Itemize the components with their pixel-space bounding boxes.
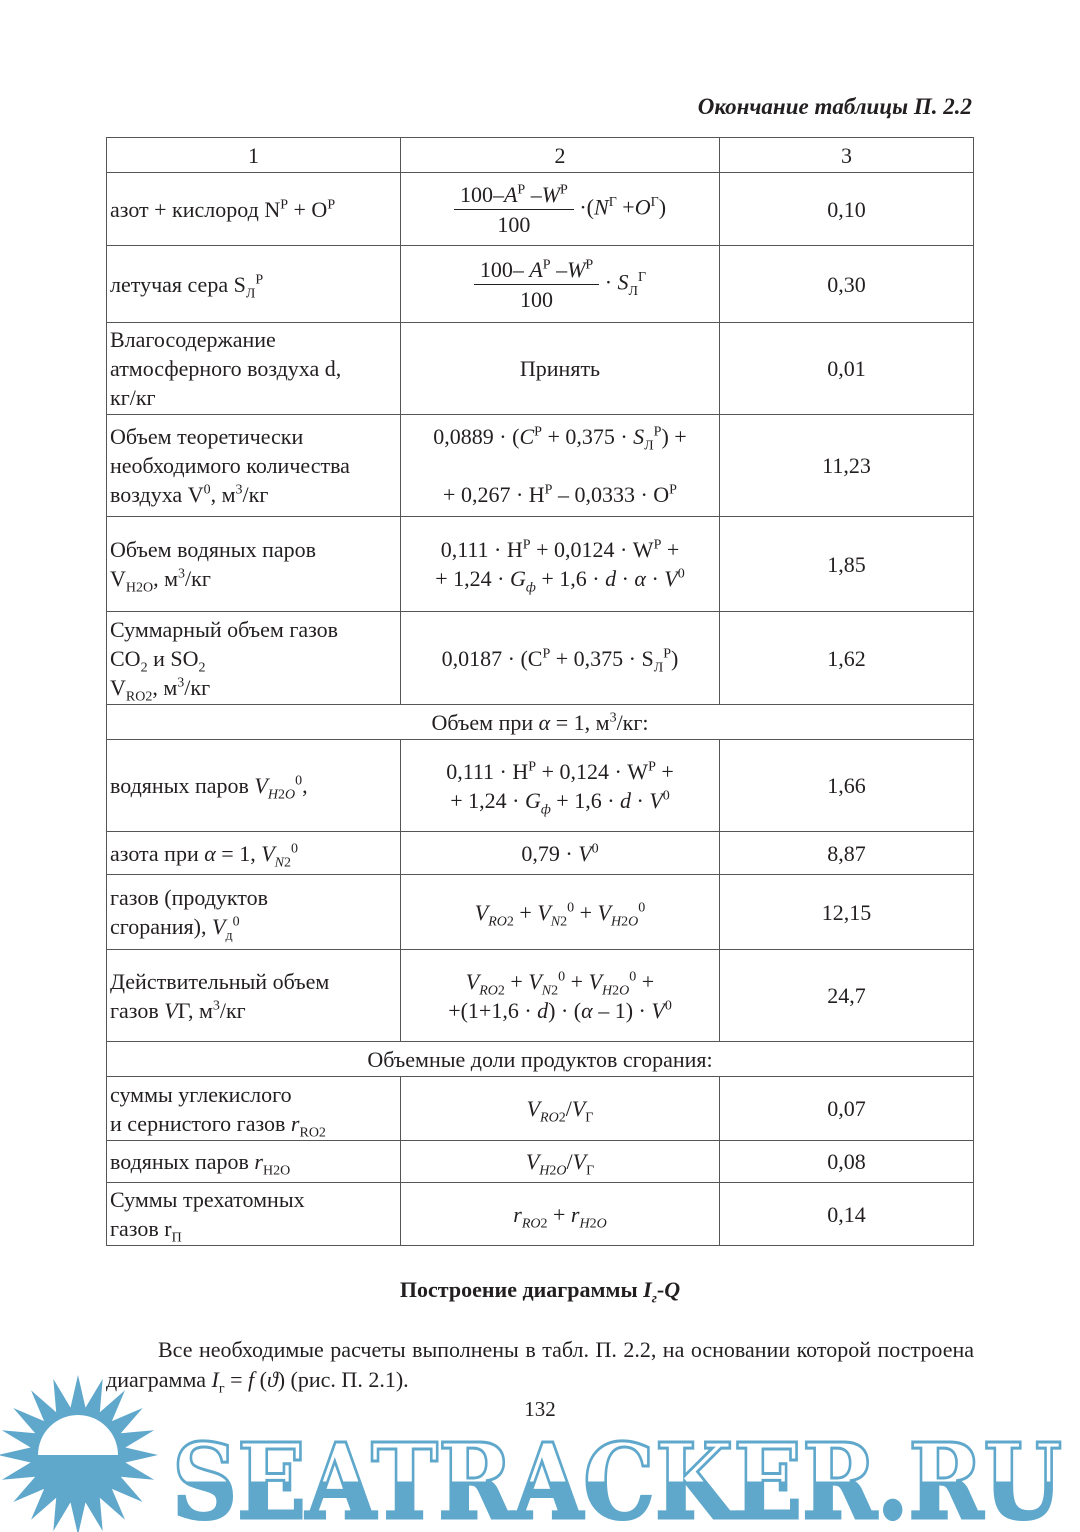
table-row: суммы углекислого и сернистого газов rRO2… (106, 1076, 974, 1141)
formula: 100– AР –WР 100 · SЛГ (400, 245, 720, 323)
value: 8,87 (719, 831, 974, 875)
value: 12,15 (719, 874, 974, 950)
table-header-row: 1 2 3 (106, 137, 974, 173)
formula: 0,79 · V0 (400, 831, 720, 875)
section-row-label: Объемные доли продуктов сгорания: (106, 1041, 974, 1077)
formula: VH2O/VГ (400, 1140, 720, 1183)
table-row: летучая сера SЛР 100– AР –WР 100 · SЛГ 0,… (106, 245, 974, 323)
body-paragraph: Все необходимые расчеты выполнены в табл… (106, 1337, 974, 1397)
formula: Принять (400, 322, 720, 415)
value: 0,14 (719, 1182, 974, 1246)
value: 1,62 (719, 611, 974, 705)
table-row: водяных паров rH2O VH2O/VГ 0,08 (106, 1140, 974, 1183)
value: 1,66 (719, 739, 974, 832)
parameter-name: суммы углекислого и сернистого газов rRO2 (106, 1076, 401, 1141)
table-caption: Окончание таблицы П. 2.2 (697, 94, 972, 119)
parameter-name: Действительный объем газов VГ, м3/кг (106, 949, 401, 1042)
table-row: Суммарный объем газов CO2 и SO2 VRO2, м3/к… (106, 611, 974, 705)
header-cell: 3 (719, 137, 974, 173)
header-cell: 1 (106, 137, 401, 173)
table-row: Объем при α = 1, м3/кг: (106, 704, 974, 740)
formula: VRO2 + VN20 + VH2O0 (400, 874, 720, 950)
formula: 0,0187 · (CР + 0,375 · SЛР) (400, 611, 720, 705)
formula: rRO2 + rH2O (400, 1182, 720, 1246)
table-row: Суммы трехатомных газов rП rRO2 + rH2O 0,… (106, 1182, 974, 1246)
formula: 0,111 · HР + 0,0124 · WР + + 1,24 · Gф + … (400, 516, 720, 612)
value: 0,08 (719, 1140, 974, 1183)
formula: VRO2 + VN20 + VH2O0 + +(1+1,6 · d) · (α –… (400, 949, 720, 1042)
table-row: азот + кислород NР + OР 100–AР –WР 100 ·(… (106, 172, 974, 246)
formula: 0,0889 · (CР + 0,375 · SЛР) + + 0,267 · H… (400, 414, 720, 517)
value: 0,07 (719, 1076, 974, 1141)
parameter-name: Суммы трехатомных газов rП (106, 1182, 401, 1246)
svg-text:SEATRACKER.RU: SEATRACKER.RU (172, 1420, 1062, 1532)
table-row: Объемные доли продуктов сгорания: (106, 1041, 974, 1077)
parameter-name: Объем водяных паров VH2O, м3/кг (106, 516, 401, 612)
table-row: Объем теоретически необходимого количеств… (106, 414, 974, 517)
parameter-name: азот + кислород NР + OР (106, 172, 401, 246)
table-row: водяных паров VH2O0, 0,111 · HР + 0,124 … (106, 739, 974, 832)
table-row: Объем водяных паров VH2O, м3/кг 0,111 · H… (106, 516, 974, 612)
parameter-name: газов (продуктов сгорания), Vд0 (106, 874, 401, 950)
formula: 0,111 · HР + 0,124 · WР + + 1,24 · Gф + 1… (400, 739, 720, 832)
parameter-name: Объем теоретически необходимого количеств… (106, 414, 401, 517)
parameter-name: азота при α = 1, VN20 (106, 831, 401, 875)
parameter-name: водяных паров VH2O0, (106, 739, 401, 832)
section-row-label: Объем при α = 1, м3/кг: (106, 704, 974, 740)
table-row: газов (продуктов сгорания), Vд0 VRO2 + VN… (106, 874, 974, 950)
parameter-name: водяных паров rH2O (106, 1140, 401, 1183)
parameter-name: Суммарный объем газов CO2 и SO2 VRO2, м3/к… (106, 611, 401, 705)
value: 24,7 (719, 949, 974, 1042)
data-table: 1 2 3 азот + кислород NР + OР 100–AР –WР… (106, 137, 974, 1246)
section-heading: Построение диаграммы Iг-Q (399, 1277, 681, 1307)
formula: 100–AР –WР 100 ·(NГ +OГ) (400, 172, 720, 246)
table-row: азота при α = 1, VN20 0,79 · V0 8,87 (106, 831, 974, 875)
table-row: Влагосодержание атмосферного воздуха d, кг… (106, 322, 974, 415)
formula: VRO2/VГ (400, 1076, 720, 1141)
value: 1,85 (719, 516, 974, 612)
value: 0,30 (719, 245, 974, 323)
parameter-name: Влагосодержание атмосферного воздуха d, кг… (106, 322, 401, 415)
value: 0,10 (719, 172, 974, 246)
parameter-name: летучая сера SЛР (106, 245, 401, 323)
page-number: 132 (524, 1397, 556, 1421)
value: 11,23 (719, 414, 974, 517)
value: 0,01 (719, 322, 974, 415)
header-cell: 2 (400, 137, 720, 173)
table-row: Действительный объем газов VГ, м3/кг VRO2… (106, 949, 974, 1042)
